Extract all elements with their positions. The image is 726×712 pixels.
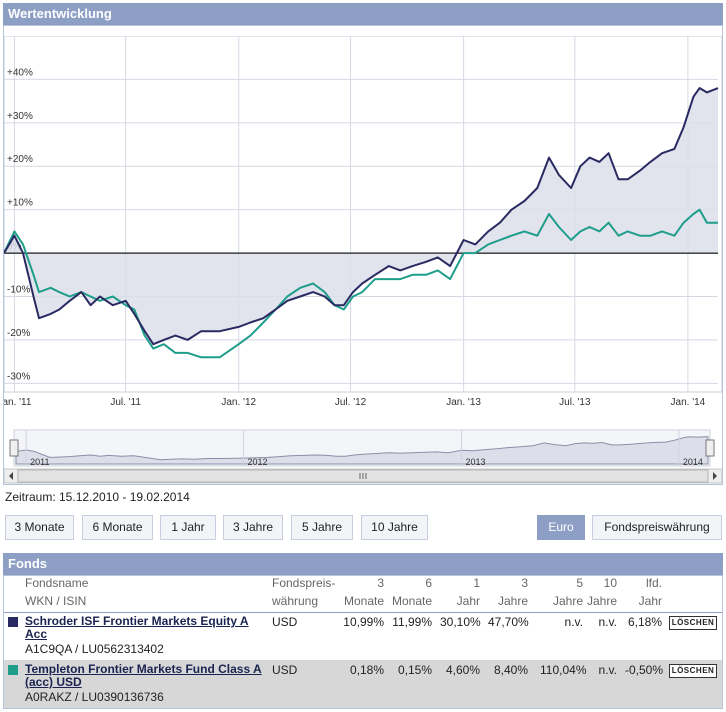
y-tick-label: +10% (7, 198, 33, 209)
fund-currency: USD (272, 663, 298, 677)
col-6m-unit: Monate (391, 594, 432, 608)
performance-chart: Jan. '11 Jul. '11 Jan. '12 Jul. '12 Jan. '13… (4, 36, 722, 408)
perf-3m: 0,18% (349, 663, 384, 677)
col-6m-num: 6 (425, 576, 432, 590)
table-row (4, 660, 722, 708)
col-1j-num: 1 (473, 576, 480, 590)
col-lfd-num: lfd. (645, 576, 662, 590)
col-fondsname: Fondsname (25, 576, 89, 590)
navigator-handle-right[interactable] (705, 439, 715, 457)
navigator-year-label: 2012 (247, 457, 267, 467)
fund-name-link[interactable]: Templeton Frontier Markets Fund Class A … (25, 663, 262, 689)
series-line (4, 208, 718, 359)
perf-lfd: -0,50% (625, 663, 664, 677)
navigator-handle-left[interactable] (9, 439, 19, 457)
period-button-3-monate[interactable]: 3 Monate (5, 515, 74, 540)
period-button-10-jahre[interactable]: 10 Jahre (361, 515, 428, 540)
zeitraum-label: Zeitraum: 15.12.2010 - 19.02.2014 (5, 490, 190, 504)
y-tick-label: +20% (7, 154, 33, 165)
col-5j-unit: Jahre (552, 594, 583, 608)
col-3m-num: 3 (377, 576, 384, 590)
series-color-swatch (8, 617, 18, 627)
perf-3j: 47,70% (488, 615, 529, 629)
range-navigator[interactable]: 2011 2012 2013 2014 (4, 428, 722, 484)
navigator-year-label: 2011 (30, 457, 49, 467)
perf-10j: n.v. (598, 615, 617, 629)
fund-currency: USD (272, 615, 298, 629)
perf-3m: 10,99% (343, 615, 384, 629)
x-tick-label: Jul. '12 (335, 397, 367, 408)
y-tick-label: -20% (7, 328, 30, 339)
perf-5j: 110,04% (540, 663, 587, 677)
table-header-divider (4, 612, 722, 613)
currency-fund-button[interactable]: Fondspreiswährung (592, 515, 722, 540)
period-button-1-jahr[interactable]: 1 Jahr (160, 515, 216, 540)
x-tick-label: Jan. '12 (221, 397, 256, 408)
fonds-panel (3, 575, 723, 709)
perf-lfd: 6,18% (627, 615, 662, 629)
x-tick-label: Jul. '11 (110, 397, 141, 408)
fund-name-line2: (acc) USD (25, 675, 82, 689)
y-tick-label: -10% (7, 284, 30, 295)
col-wkn-isin: WKN / ISIN (25, 594, 87, 608)
perf-6m: 0,15% (397, 663, 432, 677)
col-10j-num: 10 (603, 576, 617, 590)
fund-name-line1: Schroder ISF Frontier Markets Equity A (25, 614, 249, 628)
period-button-6-monate[interactable]: 6 Monate (82, 515, 153, 540)
currency-euro-button[interactable]: Euro (537, 515, 585, 540)
period-button-3-jahre[interactable]: 3 Jahre (223, 515, 283, 540)
section-header-fonds: Fonds (3, 553, 723, 575)
perf-1j: 4,60% (445, 663, 480, 677)
fund-name-line1: Templeton Frontier Markets Fund Class A (25, 662, 262, 676)
y-tick-label: +30% (7, 111, 33, 122)
x-tick-label: Jan. '14 (671, 397, 706, 408)
y-tick-label: -30% (7, 371, 30, 382)
perf-6m: 11,99% (392, 615, 432, 629)
col-3j-num: 3 (521, 576, 528, 590)
col-lfd-unit: Jahr (638, 594, 662, 608)
scrollbar-grip-icon (359, 473, 367, 479)
scroll-right-icon[interactable] (713, 472, 717, 480)
scroll-left-icon[interactable] (9, 472, 13, 480)
col-5j-num: 5 (576, 576, 583, 590)
fund-wkn-isin: A0RAKZ / LU0390136736 (25, 690, 164, 704)
col-3j-unit: Jahre (497, 594, 528, 608)
x-tick-label: Jan. '11 (4, 397, 32, 408)
series-color-swatch (8, 665, 18, 675)
navigator-year-label: 2014 (683, 457, 703, 467)
perf-10j: n.v. (598, 663, 617, 677)
col-waehrung: währung (272, 594, 319, 608)
section-header-wertentwicklung: Wertentwicklung (3, 3, 723, 25)
fonds-title: Fonds (8, 556, 47, 571)
perf-5j: n.v. (564, 615, 583, 629)
fund-wkn-isin: A1C9QA / LU0562313402 (25, 642, 164, 656)
period-button-5-jahre[interactable]: 5 Jahre (291, 515, 353, 540)
perf-3j: 8,40% (493, 663, 528, 677)
y-tick-label: +40% (7, 67, 33, 78)
x-tick-label: Jul. '13 (559, 397, 591, 408)
delete-button[interactable]: LÖSCHEN (669, 616, 717, 630)
series-line (4, 87, 719, 346)
series-area (4, 88, 718, 345)
col-3m-unit: Monate (343, 594, 384, 608)
navigator-series (15, 436, 709, 465)
col-1j-unit: Jahr (456, 594, 480, 608)
navigator-year-label: 2013 (465, 457, 485, 467)
section-title: Wertentwicklung (8, 6, 112, 21)
col-fondspreis: Fondspreis- (272, 576, 336, 590)
perf-1j: 30,10% (440, 615, 481, 629)
fund-name-line2: Acc (25, 627, 48, 641)
delete-button[interactable]: LÖSCHEN (669, 664, 717, 678)
x-tick-label: Jan. '13 (446, 397, 481, 408)
fund-name-link[interactable]: Schroder ISF Frontier Markets Equity A A… (25, 615, 249, 641)
col-10j-unit: Jahre (586, 594, 617, 608)
